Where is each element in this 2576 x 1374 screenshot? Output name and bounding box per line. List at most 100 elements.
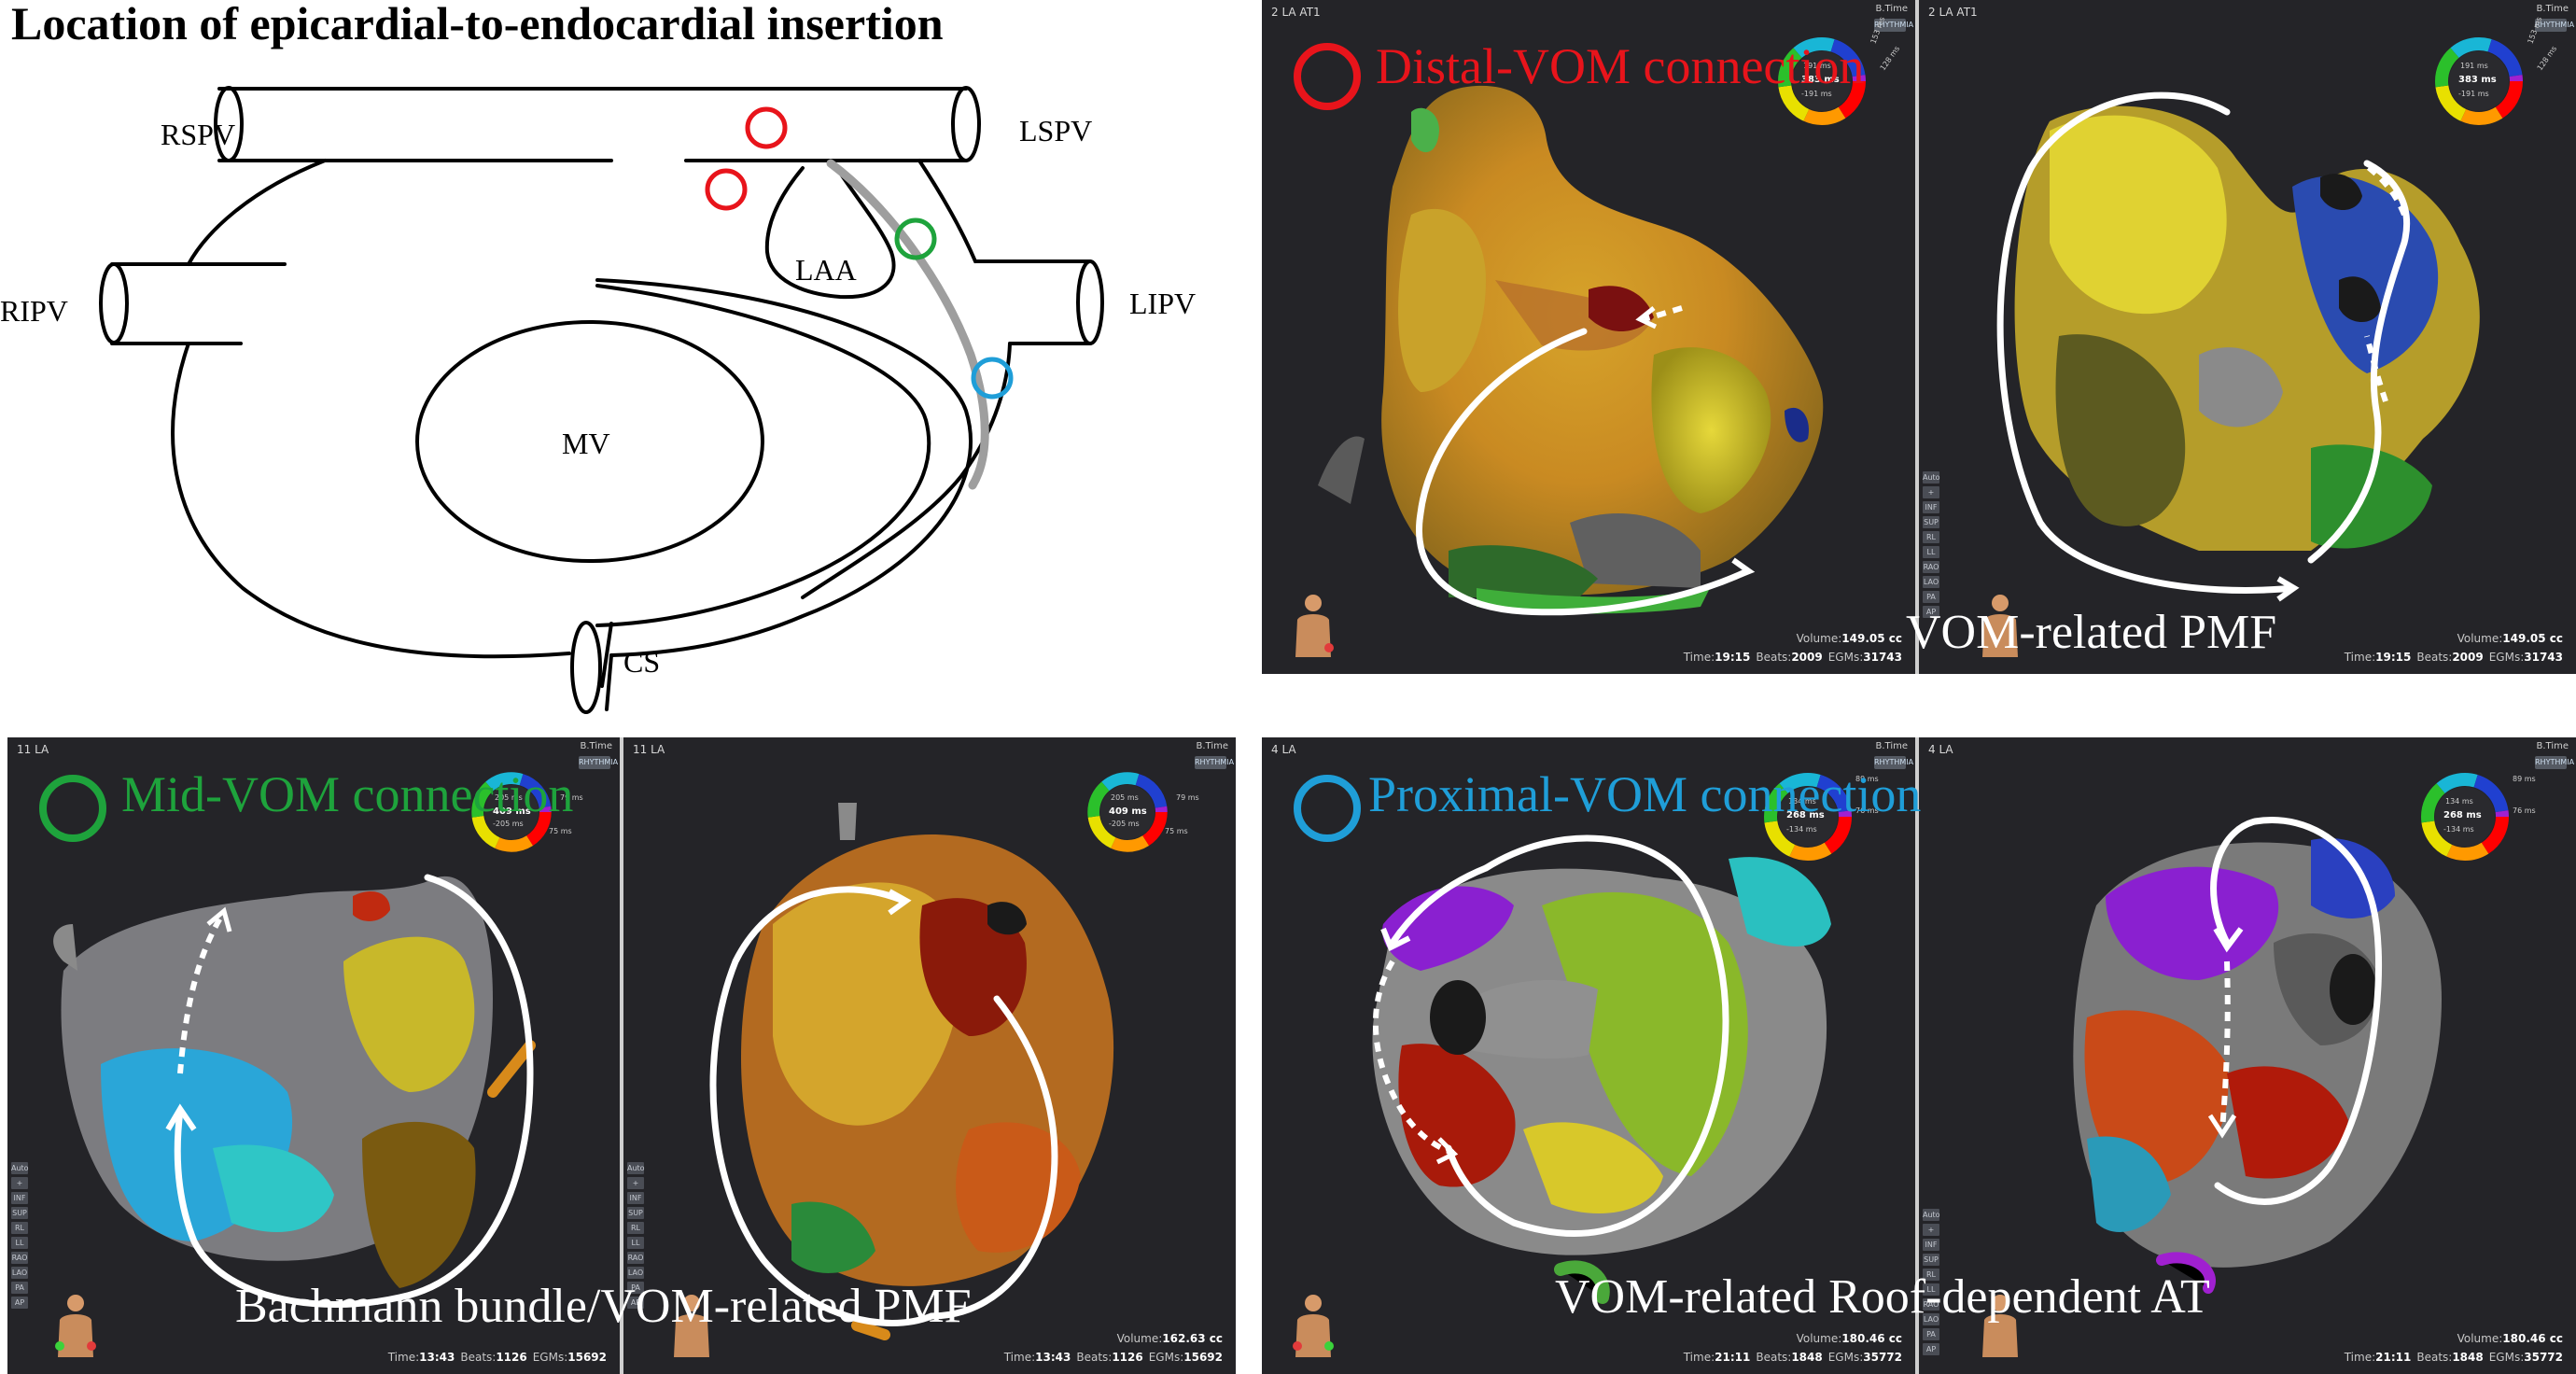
- toolbar-item[interactable]: PA: [11, 1282, 28, 1294]
- toolbar-item[interactable]: LL: [1923, 1283, 1939, 1296]
- orange-region: [1495, 280, 1654, 351]
- toolbar-item[interactable]: AP: [1923, 606, 1939, 618]
- legend-bottom: -134 ms: [1786, 825, 1817, 834]
- toolbar-item[interactable]: LAO: [11, 1267, 28, 1279]
- orientation-torso-icon: [1982, 595, 2018, 657]
- toolbar-item[interactable]: Auto: [627, 1162, 645, 1174]
- btime-dropdown[interactable]: B.Time: [2536, 741, 2569, 751]
- label-laa: LAA: [795, 253, 857, 287]
- legend-center: 268 ms: [1786, 810, 1825, 820]
- proximal-left-map[interactable]: [1262, 737, 1915, 1374]
- vom-line: [826, 159, 989, 490]
- proximal-label: Proximal-VOM connection: [1368, 766, 1922, 822]
- toolbar-item[interactable]: PA: [1923, 591, 1939, 603]
- toolbar-item[interactable]: INF: [1923, 1239, 1939, 1251]
- mid-label: Mid-VOM connection: [121, 766, 574, 822]
- toolbar-item[interactable]: RL: [1923, 1269, 1939, 1281]
- catheter: [1318, 436, 1365, 504]
- green-region: [2311, 444, 2432, 549]
- toolbar-item[interactable]: Auto: [1923, 1209, 1940, 1221]
- toolbar-item[interactable]: LL: [11, 1237, 28, 1249]
- mid-right-map[interactable]: [623, 737, 1236, 1374]
- toolbar-item[interactable]: RL: [1923, 531, 1939, 543]
- toolbar-item[interactable]: RAO: [627, 1252, 644, 1264]
- toolbar-item[interactable]: PA: [627, 1282, 644, 1294]
- legend-r2: 76 ms: [1855, 806, 1879, 815]
- toolbar-item[interactable]: SUP: [1923, 516, 1939, 528]
- legend-r2: 76 ms: [2513, 806, 2536, 815]
- label-lspv: LSPV: [1019, 114, 1092, 147]
- toolbar-item[interactable]: SUP: [11, 1207, 28, 1219]
- yellow-region: [1523, 1122, 1663, 1213]
- toolbar-item[interactable]: INF: [11, 1192, 28, 1204]
- pv-opening-1: [2339, 276, 2381, 322]
- toolbar-item[interactable]: LAO: [1923, 576, 1939, 588]
- toolbar-item[interactable]: Auto: [1923, 471, 1940, 484]
- toolbar-item[interactable]: RAO: [1923, 561, 1939, 573]
- pv-tube: [1449, 980, 1598, 1059]
- distal-right-pane: 2 LA AT1 B.Time RHYTHMIA: [1919, 0, 2576, 674]
- btime-dropdown[interactable]: B.Time: [2536, 4, 2569, 14]
- toolbar-item[interactable]: +: [627, 1177, 644, 1189]
- toolbar-item[interactable]: SUP: [627, 1207, 644, 1219]
- btime-dropdown[interactable]: B.Time: [1196, 741, 1228, 751]
- toolbar-item[interactable]: LL: [1923, 546, 1939, 558]
- btime-dropdown[interactable]: B.Time: [1875, 741, 1908, 751]
- cs-tail-top: [600, 622, 613, 688]
- label-cs: CS: [623, 645, 660, 679]
- activation-legend-ring: [2421, 773, 2509, 861]
- yellow-region: [2050, 115, 2227, 315]
- pane-divider: [1915, 737, 1919, 1374]
- pane-divider: [1915, 0, 1919, 674]
- arrowhead: [1380, 927, 1411, 952]
- toolbar-item[interactable]: INF: [627, 1192, 644, 1204]
- cs-tail-bottom: [605, 653, 613, 711]
- distal-vom-panel: 2 LA AT1 B.Time RHYTHMIA: [1262, 0, 2576, 674]
- toolbar-item[interactable]: +: [1923, 486, 1939, 498]
- legend-center: 409 ms: [493, 806, 531, 817]
- distal-right-map[interactable]: [1919, 0, 2576, 674]
- toolbar-item[interactable]: PA: [1923, 1328, 1939, 1340]
- toolbar-item[interactable]: LAO: [627, 1267, 644, 1279]
- distal-left-map[interactable]: [1262, 0, 1915, 674]
- toolbar-item[interactable]: RL: [11, 1222, 28, 1234]
- proximal-right-map[interactable]: [1919, 737, 2576, 1374]
- toolbar-item[interactable]: AP: [627, 1297, 644, 1309]
- btime-dropdown[interactable]: B.Time: [580, 741, 612, 751]
- toolbar-item[interactable]: RAO: [1923, 1298, 1939, 1311]
- toolbar-item[interactable]: RL: [627, 1222, 644, 1234]
- rhythmia-logo: RHYTHMIA: [1874, 756, 1913, 769]
- proximal-caption: VOM-related Roof-dependent AT: [1555, 1270, 2210, 1324]
- toolbar-item[interactable]: AP: [11, 1297, 28, 1309]
- toolbar-item[interactable]: +: [11, 1177, 28, 1189]
- pv-stub: [53, 924, 77, 971]
- toolbar-item[interactable]: LL: [627, 1237, 644, 1249]
- arrowhead: [888, 889, 912, 916]
- pane-title: 2 LA AT1: [1928, 6, 1978, 19]
- toolbar-item[interactable]: AP: [1923, 1343, 1939, 1355]
- toolbar-item[interactable]: +: [1923, 1224, 1939, 1236]
- purple-region: [2106, 866, 2279, 980]
- proximal-circle-icon: [1294, 775, 1361, 842]
- label-rspv: RSPV: [161, 118, 235, 151]
- time-row: Time:19:15 Beats:2009 EGMs:31743: [1683, 651, 1902, 664]
- green-region: [791, 1201, 875, 1273]
- distal-insertion-marker-2: [705, 168, 748, 211]
- brown-flap: [362, 1121, 476, 1288]
- rhythmia-logo: RHYTHMIA: [1195, 756, 1234, 769]
- mid-left-map[interactable]: [7, 737, 620, 1374]
- toolbar-item[interactable]: RAO: [11, 1252, 28, 1264]
- btime-dropdown[interactable]: B.Time: [1875, 4, 1908, 14]
- map-stats: Volume:149.05 cc Time:19:15 Beats:2009 EGM…: [1678, 629, 1902, 666]
- toolbar-item[interactable]: INF: [1923, 501, 1939, 513]
- legend-bottom: -205 ms: [1109, 820, 1140, 828]
- toolbar-item[interactable]: Auto: [11, 1162, 29, 1174]
- pane-title: 4 LA: [1271, 743, 1296, 756]
- map-stats: Volume:149.05 cc Time:19:15 Beats:2009 EGM…: [2339, 629, 2563, 666]
- toolbar-item[interactable]: SUP: [1923, 1254, 1939, 1266]
- heart-schematic-svg: RSPV LSPV RIPV LIPV LAA MV CS: [0, 86, 1196, 714]
- legend-bottom: -134 ms: [2443, 825, 2474, 834]
- rhythmia-logo: RHYTHMIA: [1874, 19, 1913, 32]
- toolbar-item[interactable]: LAO: [1923, 1313, 1939, 1325]
- atrium-upper-right: [917, 159, 977, 263]
